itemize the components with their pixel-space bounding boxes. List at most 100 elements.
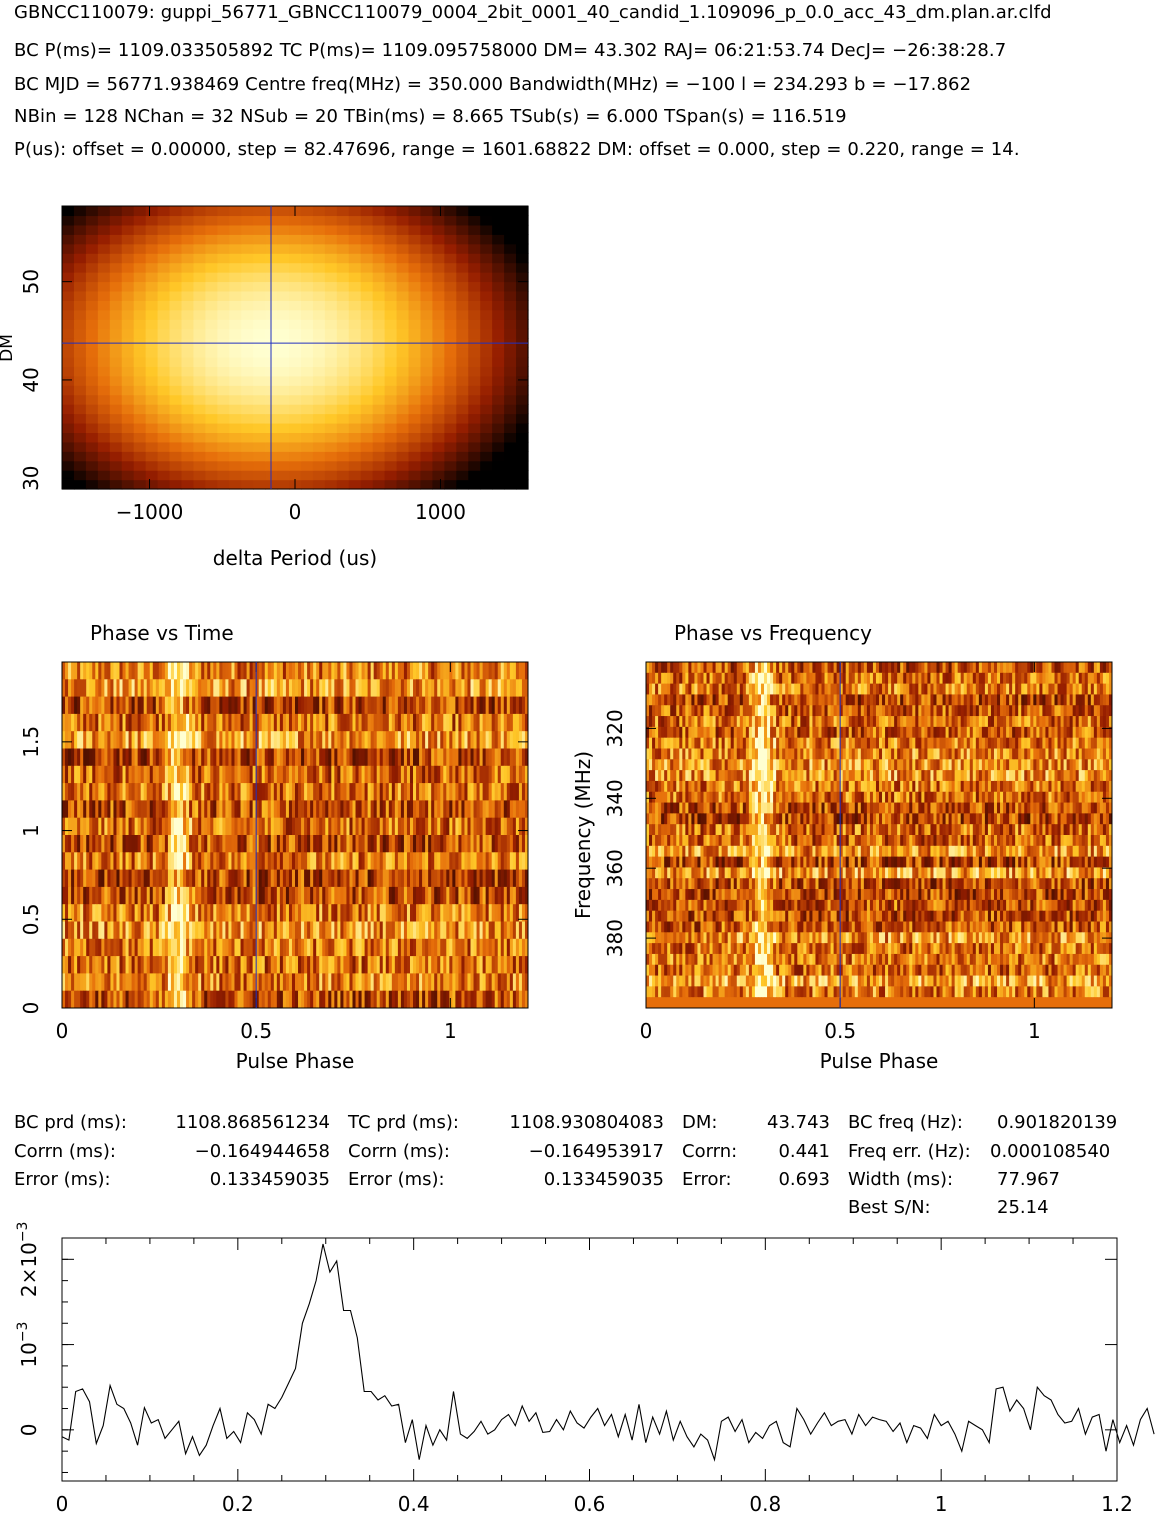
heatmap-cell (92, 817, 96, 836)
heatmap-cell (331, 938, 335, 957)
heatmap-cell (343, 696, 347, 715)
heatmap-cell (205, 422, 218, 433)
heatmap-cell (975, 662, 980, 674)
heatmap-cell (491, 783, 496, 801)
heatmap-cell (376, 973, 381, 992)
heatmap-cell (229, 394, 242, 405)
heatmap-cell (408, 300, 422, 311)
heatmap-cell (479, 921, 484, 940)
heatmap-cell (500, 731, 505, 749)
heatmap-cell (195, 679, 199, 698)
heatmap-cell (420, 347, 434, 358)
heatmap-cell (267, 869, 272, 888)
heatmap-cell (767, 694, 771, 706)
heatmap-cell (133, 479, 147, 490)
heatmap-cell (125, 662, 130, 680)
heatmap-cell (246, 921, 251, 940)
heatmap-cell (229, 234, 242, 245)
heatmap-cell (157, 479, 171, 490)
heatmap-cell (888, 683, 892, 695)
heatmap-cell (145, 243, 159, 254)
heatmap-cell (219, 869, 223, 888)
heatmap-cell (80, 662, 84, 680)
heatmap-cell (258, 679, 263, 698)
heatmap-cell (152, 662, 157, 680)
heatmap-cell (128, 973, 133, 992)
heatmap-cell (425, 956, 429, 974)
heatmap-cell (110, 800, 114, 819)
heatmap-cell (408, 394, 422, 405)
heatmap-cell (1093, 662, 1098, 674)
heatmap-cell (788, 705, 792, 717)
heatmap-cell (727, 683, 732, 695)
heatmap-cell (382, 921, 387, 940)
heatmap-cell (249, 852, 254, 871)
heatmap-cell (225, 886, 229, 905)
heatmap-cell (468, 281, 481, 292)
heatmap-cell (322, 817, 326, 836)
heatmap-cell (125, 835, 130, 853)
heatmap-cell (1093, 694, 1098, 706)
heatmap-cell (180, 817, 184, 836)
heatmap-cell (504, 243, 517, 254)
heatmap-cell (479, 817, 484, 836)
heatmap-cell (461, 904, 465, 922)
heatmap-cell (432, 470, 445, 481)
heatmap-cell (261, 990, 266, 1009)
heatmap-cell (229, 470, 242, 481)
heatmap-cell (161, 938, 166, 957)
heatmap-cell (754, 672, 759, 685)
heatmap-cell (479, 800, 484, 819)
heatmap-cell (181, 224, 195, 235)
heatmap-cell (231, 956, 235, 974)
heatmap-cell (246, 662, 251, 680)
heatmap-cell (824, 662, 829, 674)
heatmap-cell (437, 748, 441, 767)
heatmap-cell (334, 800, 338, 819)
heatmap-cell (1048, 662, 1052, 674)
heatmap-cell (346, 800, 350, 819)
heatmap-cell (89, 696, 93, 715)
heatmap-cell (137, 869, 142, 888)
heatmap-cell (482, 973, 487, 992)
heatmap-cell (409, 713, 414, 732)
heatmap-cell (724, 694, 729, 706)
heatmap-cell (909, 662, 913, 674)
heatmap-cell (1048, 683, 1052, 695)
heatmap-cell (1015, 672, 1019, 685)
heatmap-cell (408, 479, 422, 490)
heatmap-cell (241, 215, 254, 226)
heatmap-cell (155, 938, 160, 957)
heatmap-cell (800, 662, 804, 674)
heatmap-cell (376, 956, 381, 974)
heatmap-cell (255, 817, 260, 836)
heatmap-cell (413, 956, 417, 974)
heatmap-cell (92, 696, 96, 715)
heatmap-cell (119, 956, 124, 974)
heatmap-cell (488, 852, 493, 871)
heatmap-cell (718, 694, 723, 706)
heatmap-cell (313, 713, 317, 732)
heatmap-cell (409, 921, 414, 940)
heatmap-cell (352, 938, 357, 957)
heatmap-cell (467, 904, 472, 922)
heatmap-cell (137, 800, 142, 819)
heatmap-cell (494, 938, 499, 957)
heatmap-cell (157, 385, 171, 396)
heatmap-cell (963, 672, 968, 685)
heatmap-cell (98, 748, 102, 767)
heatmap-cell (700, 662, 704, 674)
heatmap-cell (419, 817, 423, 836)
heatmap-cell (521, 904, 526, 922)
heatmap-cell (504, 328, 517, 339)
heatmap-cell (379, 696, 384, 715)
heatmap-cell (201, 748, 205, 767)
heatmap-cell (473, 783, 478, 801)
heatmap-cell (167, 783, 172, 801)
heatmap-cell (277, 253, 290, 264)
heatmap-cell (400, 904, 405, 922)
heatmap-cell (500, 990, 505, 1009)
heatmap-cell (409, 679, 414, 698)
heatmap-cell (349, 765, 353, 784)
heatmap-cell (437, 835, 441, 853)
